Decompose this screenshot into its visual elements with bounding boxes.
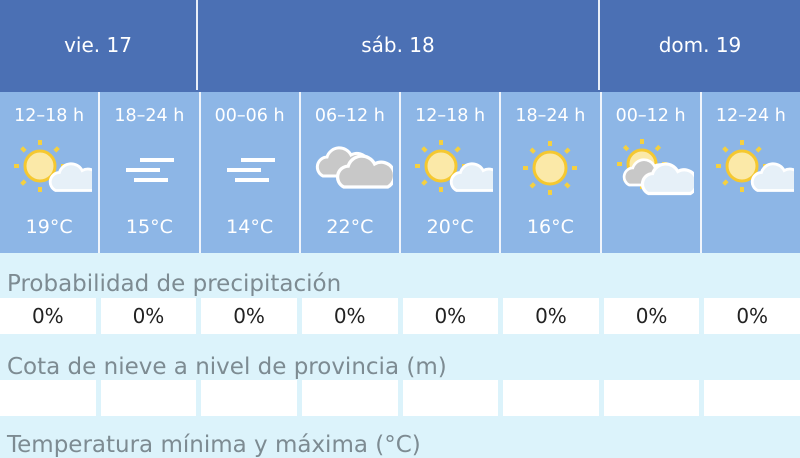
- snow-label: Cota de nieve a nivel de provincia (m): [7, 354, 447, 380]
- period-column: 18–24 h 16°C: [501, 92, 602, 253]
- precipitation-cell: 0%: [100, 298, 197, 334]
- day-header: dom. 19: [658, 33, 742, 57]
- precipitation-cell: 0%: [603, 298, 700, 334]
- snow-cell: [201, 380, 297, 416]
- precipitation-cell: 0%: [503, 298, 599, 334]
- period-temperature: 22°C: [326, 216, 374, 238]
- precipitation-label: Probabilidad de precipitación: [7, 271, 342, 297]
- day-header: vie. 17: [0, 0, 198, 90]
- snow-cell: [503, 380, 599, 416]
- period-hours: 12–18 h: [14, 106, 85, 126]
- period-temperature: 14°C: [226, 216, 274, 238]
- snow-cell: [603, 380, 700, 416]
- fog-icon: [226, 158, 275, 182]
- sun-cloud-icon: [715, 140, 794, 192]
- period-hours: 06–12 h: [314, 106, 385, 126]
- fog-icon: [126, 158, 175, 182]
- period-column: 00–06 h 14°C: [200, 92, 301, 253]
- period-column: 00–12 h: [601, 92, 702, 253]
- snow-cell: [100, 380, 197, 416]
- period-column: 12–18 h 19°C: [0, 92, 101, 253]
- snow-cell: [402, 380, 499, 416]
- sun-cloud-icon: [415, 140, 494, 192]
- period-temperature: 19°C: [25, 216, 73, 238]
- precipitation-cell: 0%: [402, 298, 499, 334]
- precipitation-cell: 0%: [0, 298, 96, 334]
- precipitation-row: 0% 0% 0% 0% 0% 0% 0% 0%: [0, 298, 800, 334]
- temperature-label: Temperatura mínima y máxima (°C): [7, 432, 421, 458]
- period-column: 12–24 h: [701, 92, 800, 253]
- period-column: 06–12 h 22°C: [300, 92, 401, 253]
- period-columns: 12–18 h 19°C 18–24 h 15°C 00–06 h 14°C 0…: [0, 92, 800, 253]
- snow-cell: [704, 380, 800, 416]
- day-headers: vie. 17 sáb. 18 dom. 19: [0, 0, 800, 92]
- day-header: sáb. 18: [198, 0, 600, 90]
- sun-icon: [523, 141, 578, 195]
- cloudy-icon: [315, 146, 393, 189]
- period-hours: 18–24 h: [114, 106, 185, 126]
- period-hours: 12–24 h: [715, 106, 786, 126]
- period-hours: 12–18 h: [415, 106, 486, 126]
- period-column: 18–24 h 15°C: [100, 92, 201, 253]
- precipitation-cell: 0%: [704, 298, 800, 334]
- period-temperature: 20°C: [426, 216, 474, 238]
- period-hours: 00–12 h: [615, 106, 686, 126]
- sun-cloud-icon: [14, 140, 93, 192]
- period-hours: 18–24 h: [515, 106, 586, 126]
- period-temperature: 16°C: [526, 216, 574, 238]
- snow-row: [0, 380, 800, 416]
- sun-grey-cloud-icon: [616, 139, 694, 196]
- period-column: 12–18 h 20°C: [401, 92, 502, 253]
- snow-cell: [0, 380, 96, 416]
- period-hours: 00–06 h: [214, 106, 285, 126]
- precipitation-cell: 0%: [301, 298, 398, 334]
- period-temperature: 15°C: [125, 216, 173, 238]
- precipitation-cell: 0%: [201, 298, 297, 334]
- snow-cell: [301, 380, 398, 416]
